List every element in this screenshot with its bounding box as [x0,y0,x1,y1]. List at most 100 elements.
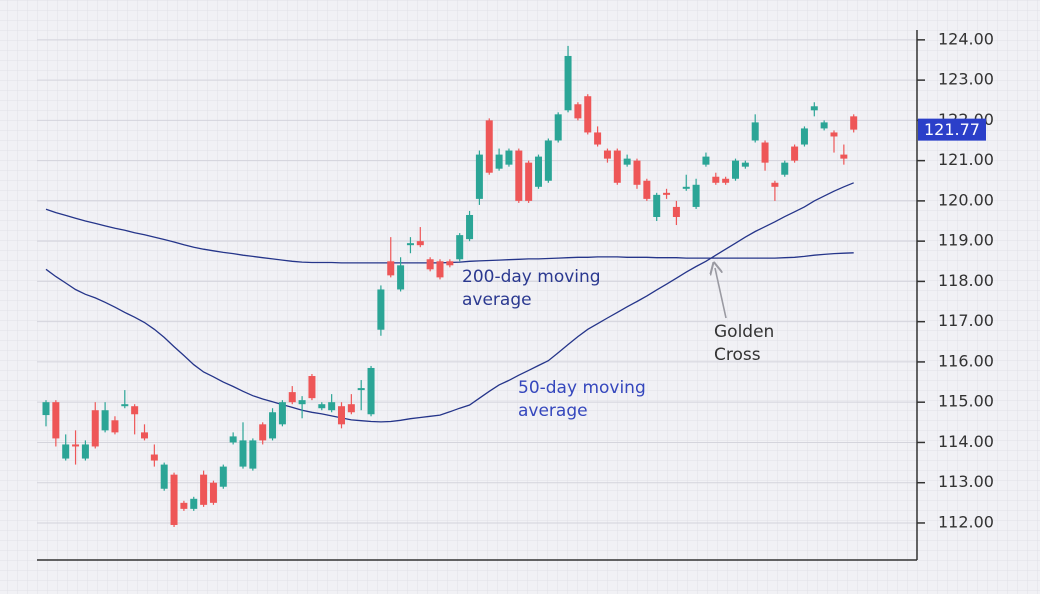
candle-body [426,259,434,270]
candle-body [160,464,168,489]
candle-body [347,404,355,413]
line-label: average [462,290,532,310]
candle-body [141,432,148,439]
candle-body [741,162,749,167]
y-tick-label: 115.00 [938,392,994,411]
candle-body [761,142,769,163]
candle-body [485,120,493,173]
candle-body [229,436,237,443]
candle-body [574,104,582,119]
candle-body [702,156,710,165]
candle-body [121,404,129,407]
candle-body [81,444,89,459]
candle-body [653,194,661,217]
candle-body [42,402,50,416]
y-tick-label: 123.00 [938,70,994,89]
candle-body [663,192,671,195]
line-label: average [518,401,588,421]
candle-body [682,186,690,189]
candle-body [850,116,858,130]
annotation: Golden [714,322,774,342]
candle-body [180,502,188,509]
candle-body [338,406,345,425]
candle-body [170,474,178,525]
candle-body [406,243,414,246]
y-tick-label: 121.00 [938,150,994,169]
candle-body [594,132,602,145]
annotation-arrow [715,268,727,319]
line-label: 200-day moving [462,267,601,287]
candle-body [781,162,789,175]
candle-body [623,158,631,165]
candle-body [298,400,306,405]
candle-body [525,162,533,201]
candle-body [72,444,80,447]
candle-body [259,424,267,441]
candle-body [239,440,247,467]
candle-body [840,154,848,159]
candle-body [357,388,365,391]
candle-body [62,444,70,459]
candle-body [535,156,542,187]
candle-body [820,122,828,129]
candle-body [633,160,641,185]
candle-body [190,498,198,509]
candle-body [249,440,257,469]
candle-body [416,241,424,246]
y-tick-label: 116.00 [938,351,994,370]
candle-body [692,184,700,207]
candle-body [318,404,326,409]
candle-body [377,289,385,330]
candle-body [712,176,720,183]
last-price-label: 121.77 [924,120,980,139]
y-tick-label: 112.00 [938,512,994,531]
last-price-box [918,118,986,141]
candle-body [367,367,375,415]
candle-body [564,55,572,111]
candle-body [810,106,818,111]
candle-body [101,410,109,431]
candle-body [722,178,730,183]
candle-body [200,474,208,505]
candle-body [150,454,158,461]
candle-body [308,376,316,399]
y-tick-label: 117.00 [938,311,994,330]
candle-body [505,150,513,165]
candle-body [209,482,217,503]
candle-body [387,261,395,276]
candle-body [584,96,592,133]
candle-body [613,150,621,183]
candle-body [466,214,474,240]
candle-body [397,265,405,290]
y-tick-label: 119.00 [938,231,994,250]
candle-body [830,132,838,137]
candle-body [456,235,464,260]
candle-body [732,160,739,179]
candle-body [131,406,139,415]
candle-body [771,182,779,187]
candle-body [495,154,503,169]
candle-body [515,150,523,201]
y-tick-label: 113.00 [938,472,994,491]
candle-body [446,261,454,266]
candle-body [111,420,119,433]
candle-body [269,412,277,439]
candle-body [544,140,552,181]
candle-body [791,146,799,161]
candle-body [52,402,60,439]
y-tick-label: 114.00 [938,432,994,451]
annotation: Cross [714,345,761,365]
candle-body [219,466,227,487]
y-tick-label: 120.00 [938,190,994,209]
candle-body [436,261,444,278]
candle-body [603,150,611,159]
moving-average-line [45,182,854,423]
y-tick-label: 118.00 [938,271,994,290]
candle-body [643,180,651,199]
candle-body [554,114,562,141]
candle-body [288,392,296,403]
candle-body [751,122,759,141]
y-tick-label: 124.00 [938,29,994,48]
